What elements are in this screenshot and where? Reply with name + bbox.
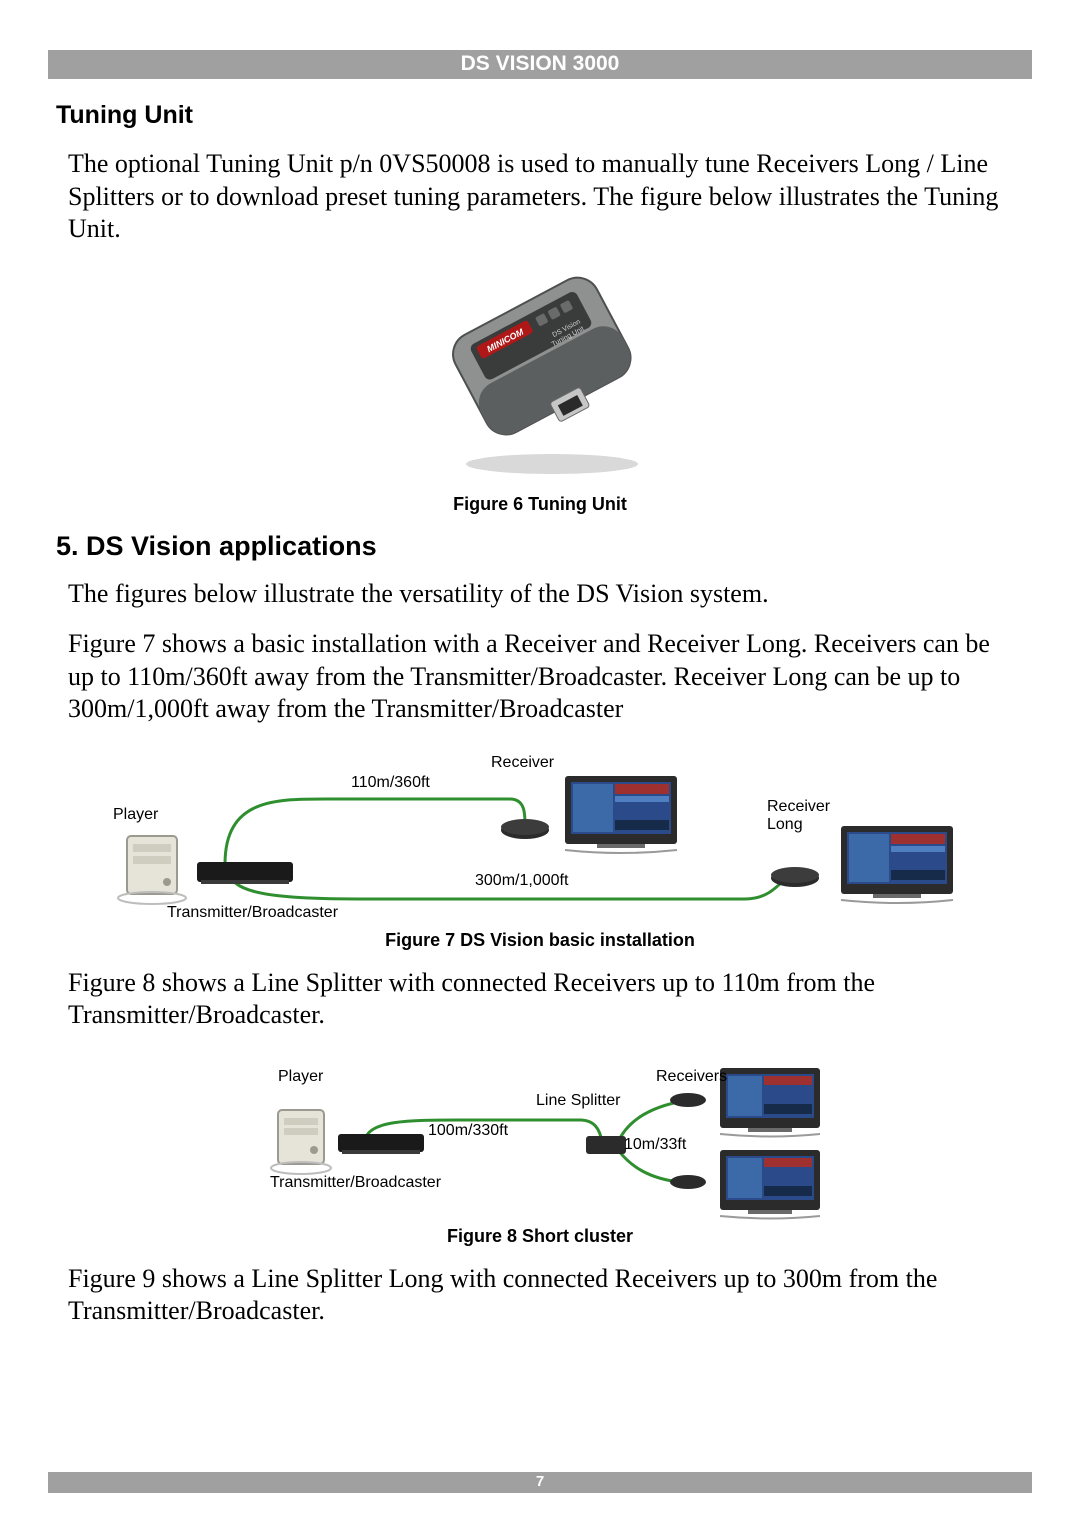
fig7-label-receiver-long: Receiver Long: [767, 798, 830, 834]
page-header-bar: DS VISION 3000: [48, 50, 1032, 79]
fig8-label-receivers: Receivers: [656, 1068, 727, 1086]
figure-8-caption: Figure 8 Short cluster: [48, 1226, 1032, 1247]
fig8-label-player: Player: [278, 1068, 323, 1086]
fig8-label-transmitter: Transmitter/Broadcaster: [270, 1174, 441, 1192]
figure-7-diagram: Player 110m/360ft Receiver Receiver Long…: [105, 744, 975, 924]
tuning-unit-illustration: MINICOM DS Vision Tuning Unit: [400, 264, 680, 484]
figure-6: MINICOM DS Vision Tuning Unit: [48, 264, 1032, 484]
fig8-label-splitter: Line Splitter: [536, 1092, 621, 1110]
receiver-icon: [501, 819, 549, 839]
section-5-heading: 5. DS Vision applications: [56, 531, 1032, 562]
figure-8-diagram: Player Line Splitter Receivers 100m/330f…: [230, 1050, 850, 1220]
transmitter-icon: [197, 862, 293, 884]
tuning-unit-heading: Tuning Unit: [56, 101, 1032, 130]
page-number: 7: [536, 1473, 544, 1490]
paragraph-after-fig8: Figure 9 shows a Line Splitter Long with…: [68, 1263, 1022, 1328]
page-footer-bar: 7: [48, 1472, 1032, 1493]
tuning-unit-paragraph: The optional Tuning Unit p/n 0VS50008 is…: [68, 148, 1022, 246]
figure-7-caption: Figure 7 DS Vision basic installation: [48, 930, 1032, 951]
fig8-label-dist1: 100m/330ft: [428, 1122, 508, 1140]
player-pc-icon: [118, 836, 186, 904]
fig8-label-dist2: 10m/33ft: [624, 1136, 686, 1154]
fig7-label-receiver: Receiver: [491, 754, 554, 772]
fig7-label-dist2: 300m/1,000ft: [475, 872, 568, 890]
tv-top-icon: [565, 776, 677, 853]
receiver-long-icon: [771, 867, 819, 887]
tv-bottom-icon: [841, 826, 953, 903]
paragraph-after-fig7: Figure 8 shows a Line Splitter with conn…: [68, 967, 1022, 1032]
figure-6-caption: Figure 6 Tuning Unit: [48, 494, 1032, 515]
header-title: DS VISION 3000: [461, 52, 620, 75]
fig7-label-transmitter: Transmitter/Broadcaster: [167, 904, 338, 922]
section-5-p2: Figure 7 shows a basic installation with…: [68, 628, 1022, 726]
fig7-label-player: Player: [113, 806, 158, 824]
section-5-p1: The figures below illustrate the versati…: [68, 578, 1022, 611]
fig7-label-dist1: 110m/360ft: [351, 774, 430, 792]
